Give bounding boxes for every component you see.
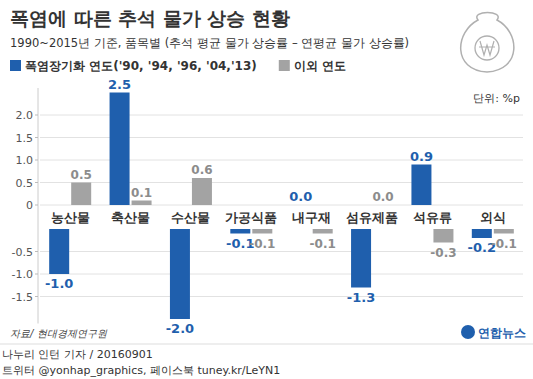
tick-label: -1.5 bbox=[12, 291, 33, 304]
data-label: 2.5 bbox=[108, 77, 131, 92]
data-label: -0.1 bbox=[491, 237, 517, 251]
bar bbox=[433, 229, 453, 243]
tick-label: 1.0 bbox=[16, 154, 34, 167]
data-label: 0.1 bbox=[131, 186, 152, 200]
bar bbox=[313, 229, 333, 234]
credit: 트위터 @yonhap_graphics, 페이스북 tuney.kr/LeYN… bbox=[2, 364, 280, 377]
bar bbox=[472, 229, 492, 238]
background bbox=[0, 0, 533, 379]
data-label: -0.1 bbox=[310, 237, 336, 251]
grid-line bbox=[40, 296, 523, 297]
tick-label: 0.5 bbox=[16, 177, 34, 190]
tick-label: -0.5 bbox=[12, 246, 33, 259]
legend-label: 폭염장기화 연도('90, '94, '96, '04,'13) bbox=[25, 59, 257, 73]
tick-label: 2.0 bbox=[16, 109, 34, 122]
category-label: 수산물 bbox=[171, 210, 210, 225]
icon-bag bbox=[461, 13, 514, 73]
logo-mark bbox=[461, 325, 475, 339]
x-axis: 농산물 축산물 수산물 가공식품 내구재 섬유제품 석유류 외식 bbox=[51, 210, 506, 225]
y-axis-line bbox=[38, 88, 39, 324]
tick-mark bbox=[35, 182, 38, 183]
legend: 폭염장기화 연도('90, '94, '96, '04,'13) 이외 연도 bbox=[10, 59, 346, 73]
data-label: 0.9 bbox=[410, 149, 433, 164]
data-label: -0.1 bbox=[249, 237, 275, 251]
category-label: 가공식품 bbox=[225, 210, 277, 225]
bar bbox=[351, 229, 371, 288]
data-label: -2.0 bbox=[166, 321, 194, 336]
data-label: 0.6 bbox=[191, 163, 212, 177]
tick-mark bbox=[35, 205, 38, 206]
source: 자료/ 현대경제연구원 bbox=[10, 328, 108, 339]
tick-mark bbox=[35, 137, 38, 138]
bar bbox=[49, 229, 69, 274]
bar bbox=[110, 93, 130, 206]
legend-swatch bbox=[279, 60, 290, 71]
legend-label: 이외 연도 bbox=[294, 59, 346, 73]
icon-won bbox=[479, 41, 495, 55]
icon bbox=[461, 13, 514, 73]
bar bbox=[411, 165, 431, 206]
data-label: 0.0 bbox=[372, 190, 393, 204]
bar bbox=[291, 205, 311, 206]
separator bbox=[0, 344, 533, 345]
logo: 연합뉴스 bbox=[461, 325, 526, 340]
tick-label: 1.5 bbox=[16, 132, 34, 145]
tick-mark bbox=[35, 274, 38, 275]
credit: 나누리 인턴 기자 / 20160901 bbox=[2, 348, 153, 361]
category-label: 축산물 bbox=[111, 210, 150, 225]
tick-label: 0 bbox=[26, 199, 33, 212]
bar bbox=[252, 229, 272, 234]
category-label: 섬유제품 bbox=[346, 210, 398, 225]
bar bbox=[192, 178, 212, 205]
tick-mark bbox=[35, 115, 38, 116]
tick-label: -1.0 bbox=[12, 268, 33, 281]
bar bbox=[230, 229, 250, 234]
data-label: 0.5 bbox=[71, 168, 92, 182]
bar bbox=[71, 183, 91, 206]
tick-mark bbox=[35, 160, 38, 161]
logo-text: 연합뉴스 bbox=[478, 326, 526, 340]
data-label: -1.0 bbox=[45, 276, 73, 291]
unit: 단위: %p bbox=[473, 92, 520, 105]
y-axis: 2.0 1.5 1.0 0.5 0 -0.5 -1.0 -1.5 bbox=[12, 88, 523, 324]
bar bbox=[170, 229, 190, 319]
data-label: -0.3 bbox=[430, 246, 456, 260]
grid-line bbox=[40, 274, 523, 275]
legend-swatch bbox=[10, 60, 21, 71]
subtitle: 1990~2015년 기준, 품목별 (추석 평균 물가 상승률 – 연평균 물… bbox=[10, 36, 409, 50]
bar bbox=[373, 205, 393, 206]
category-label: 석유류 bbox=[413, 210, 452, 225]
bar bbox=[494, 229, 514, 234]
icon-coin bbox=[475, 36, 499, 60]
category-label: 외식 bbox=[480, 210, 506, 225]
data-labels: -1.0 0.5 2.5 0.1 -2.0 0.6 -0.1 -0.1 0.0 -0.1 -1.3 0… bbox=[45, 77, 517, 337]
title: 폭염에 따른 추석 물가 상승 현황 bbox=[10, 7, 290, 29]
tick-mark bbox=[35, 251, 38, 252]
category-label: 내구재 bbox=[292, 210, 331, 225]
bar bbox=[132, 201, 152, 206]
tick-mark bbox=[35, 296, 38, 297]
bars bbox=[49, 93, 514, 320]
data-label: 0.0 bbox=[289, 189, 312, 204]
data-label: -1.3 bbox=[347, 290, 375, 305]
chart: 폭염에 따른 추석 물가 상승 현황 1990~2015년 기준, 품목별 (추석… bbox=[0, 0, 533, 379]
category-label: 농산물 bbox=[51, 210, 90, 225]
